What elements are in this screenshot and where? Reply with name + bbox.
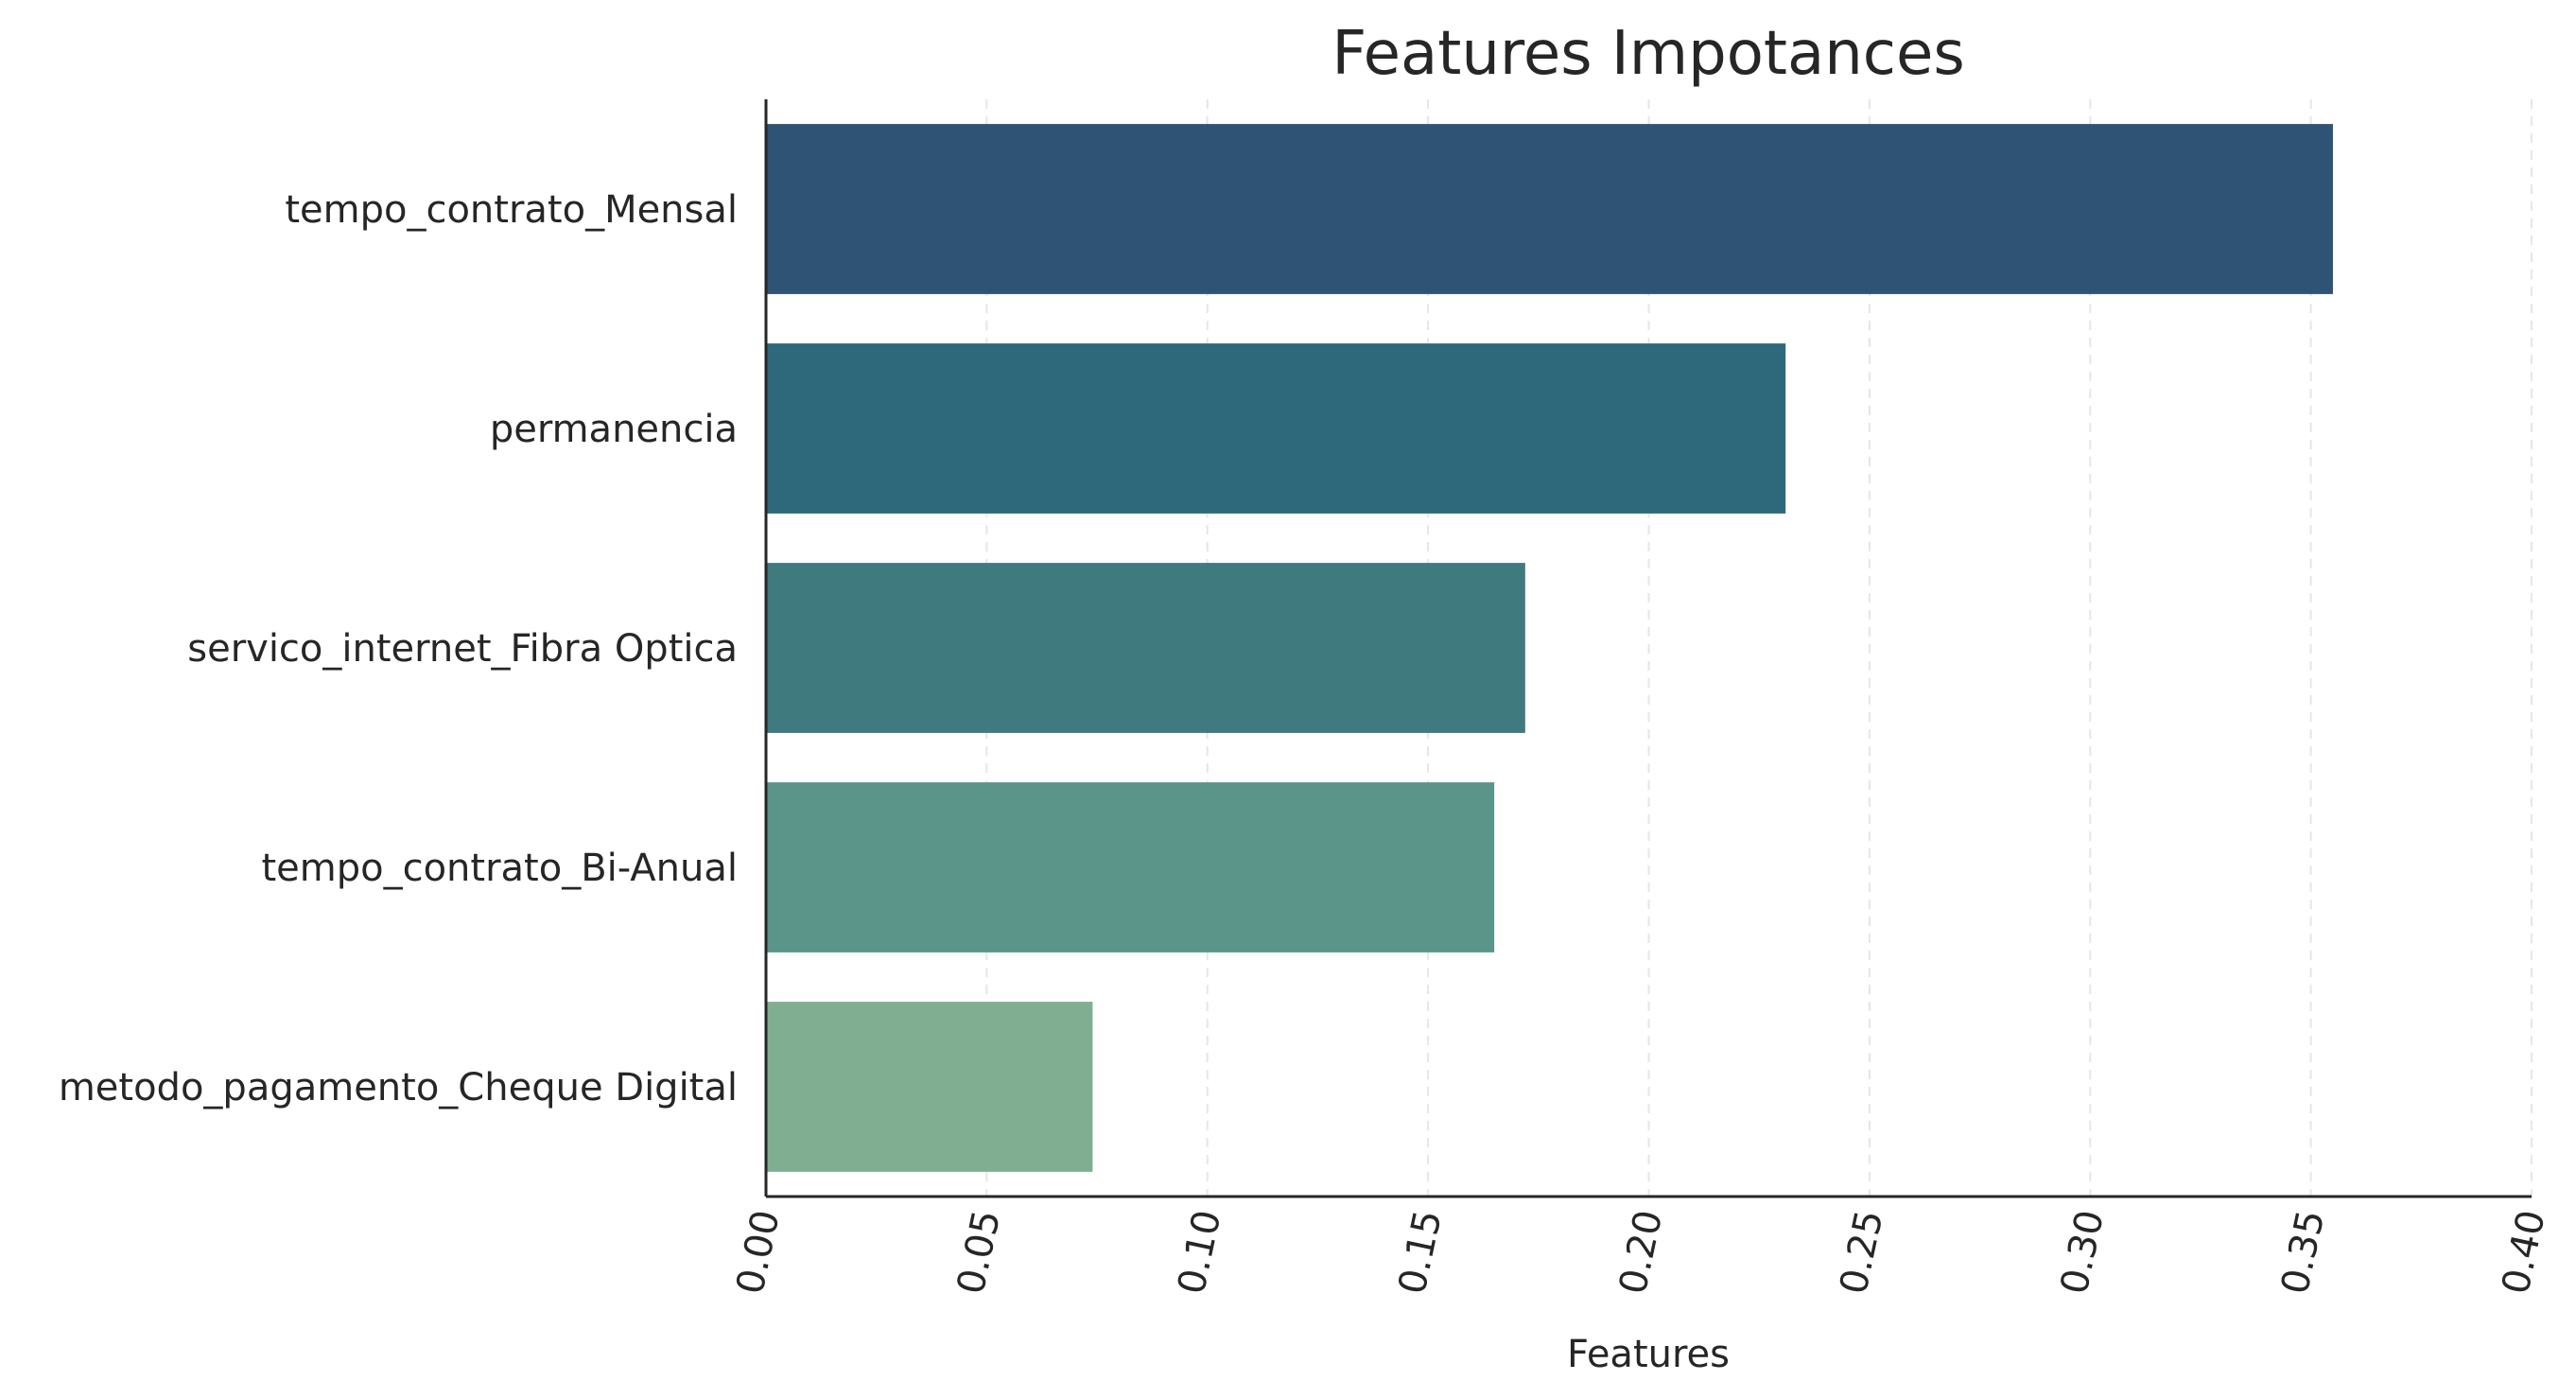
x-tick-labels: 0.00 0.05 0.10 0.15 0.20 0.25 0.30 0.35 0.40: [728, 1207, 2554, 1299]
bar: [766, 124, 2333, 294]
bar: [766, 343, 1786, 514]
x-tick-label: 0.25: [1832, 1207, 1892, 1299]
category-label: permanencia: [490, 408, 738, 451]
x-axis-label: Features: [1567, 1333, 1730, 1376]
category-label: tempo_contrato_Bi-Anual: [261, 847, 738, 890]
x-tick-label: 0.40: [2494, 1207, 2554, 1299]
category-labels: tempo_contrato_Mensal permanencia servico_…: [59, 188, 738, 1110]
category-label: servico_internet_Fibra Optica: [187, 627, 738, 671]
x-tick-label: 0.20: [1611, 1207, 1672, 1299]
axes: [764, 99, 2532, 1198]
bar: [766, 563, 1525, 733]
x-tick-label: 0.35: [2273, 1207, 2334, 1299]
category-label: tempo_contrato_Mensal: [285, 188, 738, 232]
bar: [766, 782, 1495, 952]
x-tick-label: 0.00: [728, 1207, 789, 1299]
x-tick-label: 0.05: [949, 1207, 1010, 1299]
category-label: metodo_pagamento_Cheque Digital: [59, 1066, 738, 1110]
x-tick-label: 0.10: [1170, 1207, 1230, 1299]
bars: [766, 124, 2333, 1172]
bar: [766, 1002, 1093, 1172]
x-tick-label: 0.15: [1390, 1207, 1451, 1299]
x-tick-label: 0.30: [2053, 1207, 2114, 1299]
chart-title: Features Impotances: [1332, 19, 1964, 89]
